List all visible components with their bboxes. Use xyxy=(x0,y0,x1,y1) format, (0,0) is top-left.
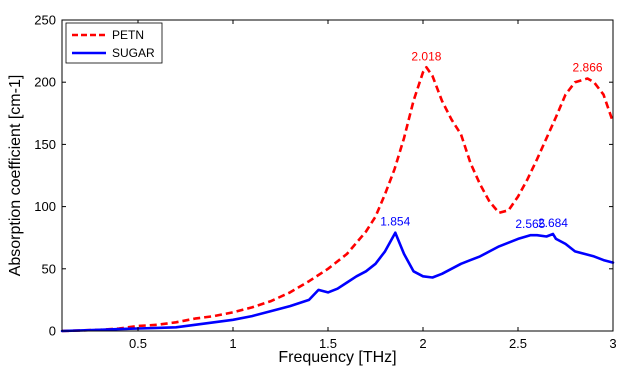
annotation-label: 2.684 xyxy=(538,216,568,230)
legend-label-petn: PETN xyxy=(112,28,144,42)
x-tick-label: 1.5 xyxy=(319,336,337,351)
y-axis-ticks: 0 50 100 150 200 250 xyxy=(34,13,613,339)
x-tick-label: 2 xyxy=(419,336,426,351)
plot-area xyxy=(62,20,613,331)
y-tick-label: 200 xyxy=(34,75,56,90)
y-axis-title: Absorption coefficient [cm-1] xyxy=(7,75,24,277)
annotation-label: 1.854 xyxy=(380,215,410,229)
y-tick-label: 100 xyxy=(34,199,56,214)
series-line-sugar xyxy=(60,231,615,333)
series-line-petn xyxy=(61,66,615,333)
annotation-label: 2.866 xyxy=(573,60,603,74)
plot-frame xyxy=(61,19,614,332)
legend: PETN SUGAR xyxy=(65,22,163,64)
annotation-label: 2.565 xyxy=(515,217,545,231)
x-tick-label: 3 xyxy=(609,336,616,351)
y-tick-label: 50 xyxy=(42,261,56,276)
x-axis-ticks: 0.5 1 1.5 2 2.5 3 xyxy=(129,20,617,351)
y-tick-label: 250 xyxy=(34,13,56,28)
annotation-label: 2.018 xyxy=(411,49,441,63)
legend-box xyxy=(65,22,163,64)
x-tick-label: 0.5 xyxy=(129,336,147,351)
series-layer xyxy=(60,66,615,333)
x-tick-label: 2.5 xyxy=(509,336,527,351)
y-tick-label: 0 xyxy=(49,324,56,339)
x-tick-label: 1 xyxy=(229,336,236,351)
legend-label-sugar: SUGAR xyxy=(112,46,155,60)
y-tick-label: 150 xyxy=(34,137,56,152)
x-axis-title: Frequency [THz] xyxy=(278,349,396,366)
